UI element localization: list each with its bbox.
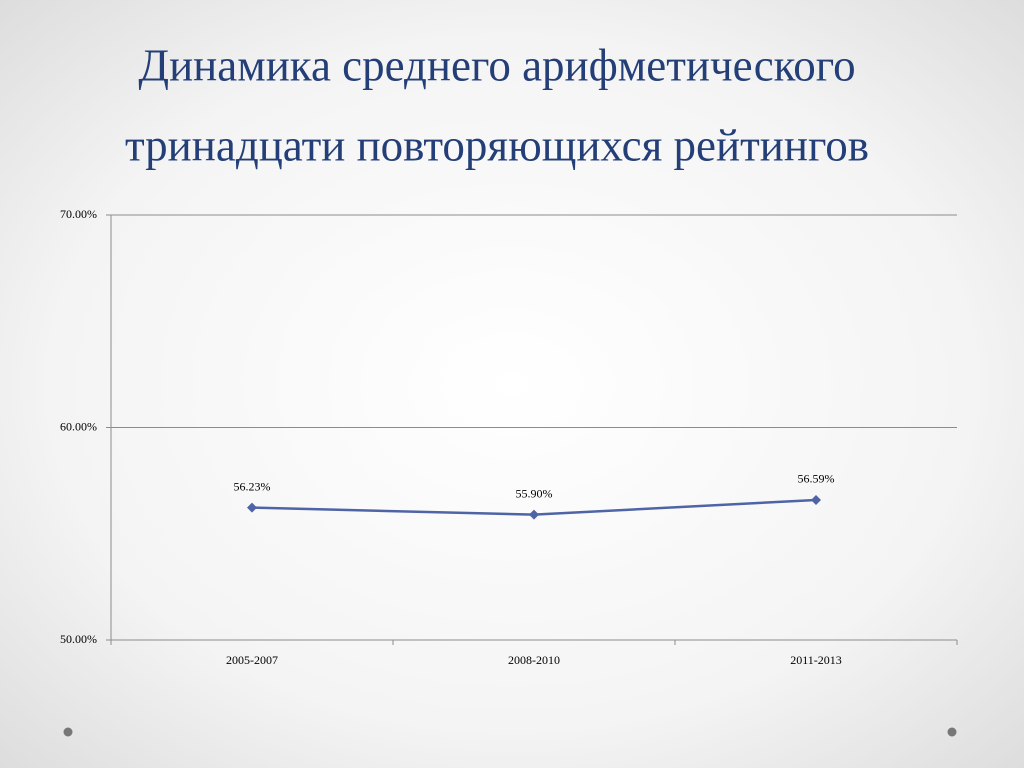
x-tick-label: 2008-2010 — [508, 653, 560, 667]
marker — [811, 494, 821, 505]
y-tick-label: 70.00% — [60, 207, 97, 221]
y-tick-label: 60.00% — [60, 419, 97, 433]
title-line: тринадцати повторяющихся рейтингов — [125, 120, 869, 170]
x-tick-label: 2005-2007 — [226, 653, 278, 667]
data-label: 55.90% — [516, 486, 553, 500]
decor-dot — [63, 727, 73, 737]
y-tick-label: 50.00% — [60, 632, 97, 646]
marker — [247, 502, 257, 513]
data-label: 56.23% — [234, 479, 271, 493]
title-line: Динамика среднего арифметического — [138, 40, 855, 90]
data-label: 56.59% — [798, 472, 835, 486]
x-tick-label: 2011-2013 — [790, 653, 842, 667]
marker — [529, 509, 539, 520]
decor-dot — [947, 727, 957, 737]
